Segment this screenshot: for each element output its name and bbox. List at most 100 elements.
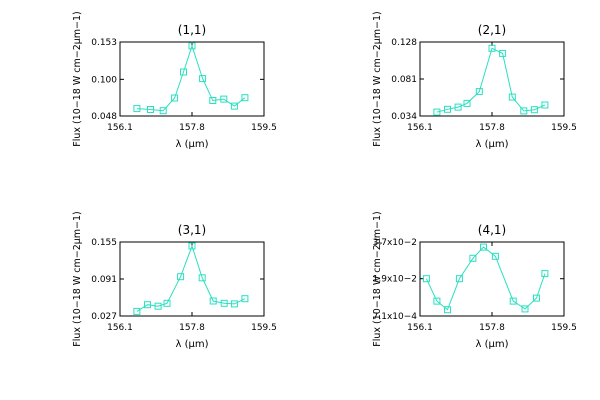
panel-2-1-data-point <box>475 88 483 96</box>
panel-3-1-series-line <box>136 244 246 312</box>
panel-3-1-x-tick-label: 156.1 <box>107 323 133 333</box>
panel-2-1-x-ticks: 156.1 157.8 159.5 <box>407 42 577 133</box>
panel-1-1-y-ticks: 0.048 0.100 0.153 <box>91 38 264 122</box>
panel-2-1-series <box>433 44 549 116</box>
panel-2-1: (2,1) 156.1 157.8 159.5 0.034 0.081 0.128 λ … <box>372 11 577 150</box>
panel-1-1-y-label: Flux (10−18 W cm−2μm−1) <box>72 11 83 147</box>
panel-4-1-data-point <box>469 254 477 262</box>
panel-4-1-title: (4,1) <box>478 223 506 237</box>
panel-4-1-x-label: λ (μm) <box>475 339 508 350</box>
panel-4-1-y-tick-label: 7.1x10−4 <box>373 312 418 322</box>
panel-4-1-y-tick-label: 1.9x10−2 <box>373 275 417 285</box>
panel-1-1-x-tick-label: 159.5 <box>251 123 277 133</box>
panel-2-1-data-point <box>520 107 528 115</box>
panel-2-1-data-point <box>454 103 462 111</box>
panel-4-1-series <box>422 243 549 314</box>
panel-3-1-data-point <box>154 302 162 310</box>
panel-1-1-x-tick-label: 156.1 <box>107 123 133 133</box>
panel-1-1-x-tick-label: 157.8 <box>179 123 205 133</box>
panel-2-1-data-point <box>499 49 507 57</box>
panel-2-1-y-tick-label: 0.081 <box>391 75 417 85</box>
panel-1-1-y-tick-label: 0.100 <box>91 75 117 85</box>
panel-3-1-x-tick-label: 157.8 <box>179 323 205 333</box>
panel-2-1-y-tick-label: 0.034 <box>391 112 417 122</box>
panel-3-1-data-point <box>230 300 238 308</box>
panel-1-1-data-point <box>159 107 167 115</box>
panel-1-1-data-point <box>147 106 154 113</box>
panel-3-1-x-label: λ (μm) <box>175 339 208 350</box>
panel-3-1-y-tick-label: 0.027 <box>91 312 117 322</box>
panel-2-1-series-line <box>436 47 546 113</box>
panel-3-1-data-point <box>209 297 217 305</box>
panel-4-1-data-point <box>480 243 487 251</box>
panel-3-1-y-tick-label: 0.091 <box>91 275 117 285</box>
panel-4-1-data-point <box>521 305 529 313</box>
panel-2-1-x-tick-label: 157.8 <box>479 123 505 133</box>
panel-2-1-data-point <box>530 106 538 114</box>
panel-4-1-data-point <box>455 275 463 283</box>
panel-1-1-data-point <box>171 94 179 102</box>
panel-2-1-data-point <box>463 99 471 107</box>
panel-2-1-x-label: λ (μm) <box>475 139 508 150</box>
panel-3-1-y-label: Flux (10−18 W cm−2μm−1) <box>72 211 83 347</box>
panel-1-1-x-label: λ (μm) <box>175 139 208 150</box>
panel-4-1-x-tick-label: 156.1 <box>407 323 433 333</box>
panel-2-1-data-point <box>508 93 516 101</box>
panel-1-1-y-tick-label: 0.153 <box>91 38 117 48</box>
panel-1-1-data-point <box>241 94 249 102</box>
panel-4-1-y-tick-label: 3.7x10−2 <box>373 238 417 248</box>
panel-1-1-title: (1,1) <box>178 23 206 37</box>
panel-3-1-y-tick-label: 0.155 <box>91 238 117 248</box>
panel-1-1-series-line <box>136 44 246 112</box>
panel-4-1-data-point <box>433 297 441 305</box>
panel-4-1-data-point <box>533 294 540 302</box>
panel-3-1-data-point <box>198 274 206 282</box>
panel-2-1-y-tick-label: 0.128 <box>391 38 417 48</box>
panel-3-1-series <box>133 242 249 315</box>
panel-3-1-data-point <box>177 273 185 281</box>
panel-1-1-x-ticks: 156.1 157.8 159.5 <box>107 42 277 133</box>
panel-3-1-data-point <box>133 307 141 315</box>
panel-4-1-data-point <box>541 270 549 278</box>
panel-3-1-data-point <box>220 299 228 307</box>
panel-4-1-x-tick-label: 157.8 <box>479 323 505 333</box>
panel-4-1-data-point <box>422 275 430 283</box>
panel-3-1: (3,1) 156.1 157.8 159.5 0.027 0.091 0.155 λ … <box>72 211 277 350</box>
panel-4-1-data-point <box>444 306 451 314</box>
panel-2-1-y-ticks: 0.034 0.081 0.128 <box>391 38 564 122</box>
panel-1-1-frame <box>119 41 265 117</box>
panel-1-1-data-point <box>133 105 141 113</box>
panel-1-1-series <box>133 42 249 115</box>
panel-2-1-data-point <box>433 108 441 116</box>
panel-1-1-data-point <box>199 75 207 83</box>
panel-4-1: (4,1) 156.1 157.8 159.5 7.1x10−4 1.9x10−2 3.… <box>372 211 577 350</box>
panel-2-1-y-label: Flux (10−18 W cm−2μm−1) <box>372 11 383 147</box>
panel-1-1-data-point <box>209 97 217 104</box>
panel-3-1-x-ticks: 156.1 157.8 159.5 <box>107 242 277 333</box>
panel-1-1-y-tick-label: 0.048 <box>91 112 117 122</box>
panel-2-1-title: (2,1) <box>478 23 506 37</box>
panel-3-1-frame <box>119 241 265 317</box>
panel-1-1-data-point <box>230 102 238 110</box>
panel-4-1-data-point <box>491 252 499 260</box>
panel-3-1-data-point <box>241 295 249 303</box>
panel-3-1-y-ticks: 0.027 0.091 0.155 <box>91 238 264 322</box>
panel-2-1-x-tick-label: 159.5 <box>551 123 577 133</box>
panel-3-1-data-point <box>163 299 171 307</box>
panel-3-1-title: (3,1) <box>178 223 206 237</box>
panel-3-1-data-point <box>188 242 196 250</box>
panel-2-1-data-point <box>488 44 496 52</box>
panel-2-1-data-point <box>444 105 451 113</box>
panel-4-1-data-point <box>509 297 517 305</box>
panel-4-1-x-ticks: 156.1 157.8 159.5 <box>407 242 577 333</box>
panel-3-1-x-tick-label: 159.5 <box>251 323 277 333</box>
panel-1-1-data-point <box>220 95 228 103</box>
panel-4-1-series-line <box>425 246 546 311</box>
panel-4-1-x-tick-label: 159.5 <box>551 323 577 333</box>
panel-1-1: (1,1) 156.1 157.8 159.5 0.048 0.100 0.153 λ … <box>72 11 277 150</box>
panel-3-1-data-point <box>144 301 151 309</box>
panel-1-1-data-point <box>188 42 196 50</box>
panel-2-1-x-tick-label: 156.1 <box>407 123 433 133</box>
panel-4-1-y-ticks: 7.1x10−4 1.9x10−2 3.7x10−2 <box>373 238 564 322</box>
